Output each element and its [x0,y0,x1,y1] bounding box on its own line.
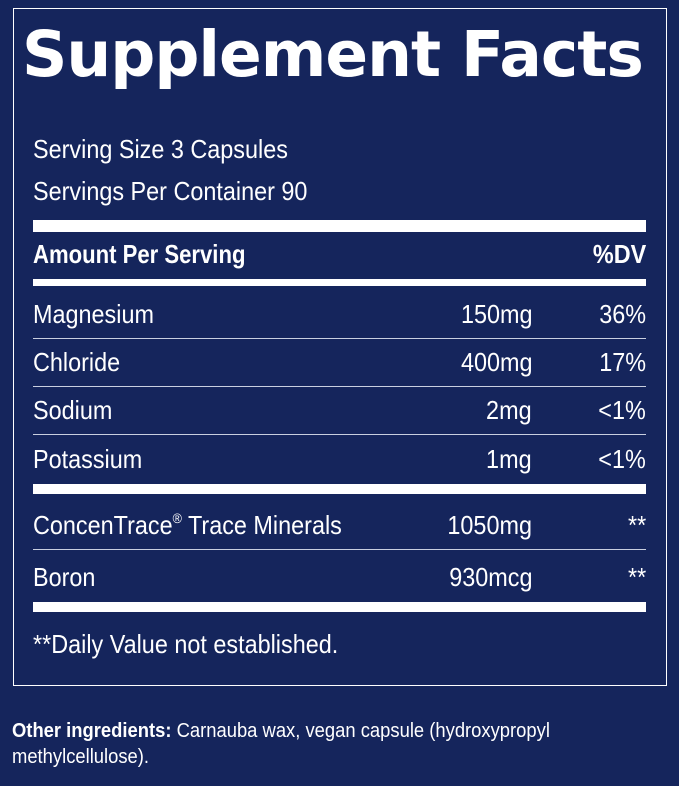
row-separator [33,386,646,387]
thick-divider [33,602,646,612]
nutrient-name: Boron [33,562,96,592]
servings-per-container: Servings Per Container 90 [33,176,308,206]
other-ingredients: Other ingredients: Carnauba wax, vegan c… [12,718,564,770]
nutrient-dv: 17% [599,347,646,377]
thick-divider [33,220,646,232]
medium-divider [33,279,646,286]
dv-footnote: **Daily Value not established. [33,629,339,659]
amount-per-serving-label: Amount Per Serving [33,239,246,269]
amount-header-row: Amount Per Serving %DV [33,237,646,271]
nutrient-row-boron: Boron 930mcg ** [33,560,646,594]
panel-title: Supplement Facts [22,18,644,91]
other-ingredients-label: Other ingredients: [12,720,172,742]
nutrient-dv: <1% [598,444,646,474]
nutrient-row-potassium: Potassium 1mg <1% [33,442,646,476]
concentrace-name-suffix: Trace Minerals [181,510,342,540]
nutrient-dv: ** [627,562,646,592]
nutrient-amount: 1mg [486,444,532,474]
supplement-facts-panel [13,8,667,686]
nutrient-name: Magnesium [33,299,154,329]
nutrient-amount: 2mg [486,395,532,425]
nutrient-dv: ** [627,510,646,540]
dv-header-label: %DV [592,239,646,269]
nutrient-row-magnesium: Magnesium 150mg 36% [33,297,646,331]
nutrient-name: Potassium [33,444,143,474]
nutrient-dv: <1% [598,395,646,425]
other-ingredients-text: Carnauba wax, vegan capsule (hydroxyprop… [12,720,550,768]
nutrient-row-concentrace: ConcenTrace® Trace Minerals 1050mg ** [33,508,646,542]
row-separator [33,338,646,339]
nutrient-amount: 1050mg [447,510,532,540]
nutrient-name: Chloride [33,347,121,377]
nutrient-amount: 930mcg [448,562,532,592]
nutrient-row-chloride: Chloride 400mg 17% [33,345,646,379]
nutrient-name: ConcenTrace® Trace Minerals [33,508,342,542]
row-separator [33,549,646,550]
concentrace-name: ConcenTrace [33,510,173,540]
thick-divider [33,484,646,494]
nutrient-name: Sodium [33,395,113,425]
nutrient-amount: 400mg [460,347,532,377]
nutrient-amount: 150mg [460,299,532,329]
nutrient-row-sodium: Sodium 2mg <1% [33,393,646,427]
serving-size: Serving Size 3 Capsules [33,134,288,164]
nutrient-dv: 36% [599,299,646,329]
row-separator [33,434,646,435]
registered-mark: ® [172,510,182,526]
